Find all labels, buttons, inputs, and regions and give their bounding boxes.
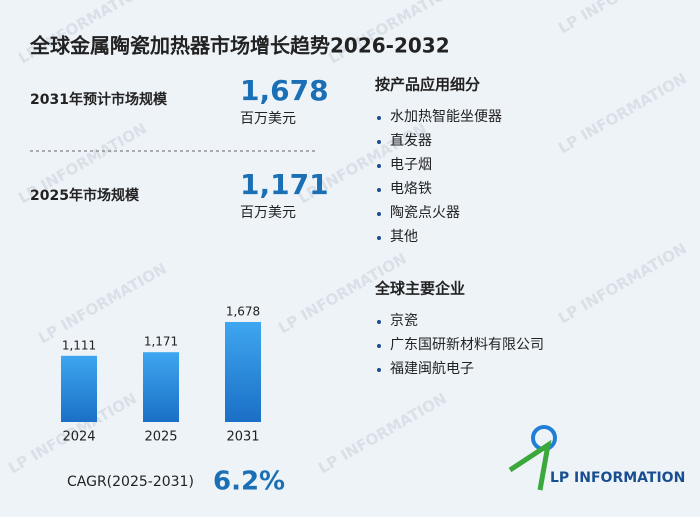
bullet xyxy=(377,344,381,348)
bar xyxy=(61,355,97,422)
logo-text: LP INFORMATION xyxy=(550,470,685,486)
value-label: 1,111 xyxy=(62,338,96,352)
list-heading: 全球主要企业 xyxy=(374,280,465,298)
list-item: 电烙铁 xyxy=(390,181,432,197)
list-item: 广东国研新材料有限公司 xyxy=(390,337,544,353)
bullet xyxy=(377,212,381,216)
cagr-label: CAGR(2025-2031) xyxy=(67,474,194,490)
logo-icon xyxy=(508,425,557,491)
x-tick-label: 2025 xyxy=(144,430,177,445)
list-item: 福建闽航电子 xyxy=(390,361,474,377)
stat-unit: 百万美元 xyxy=(240,111,296,127)
x-tick-label: 2031 xyxy=(226,430,259,445)
value-label: 1,678 xyxy=(226,304,260,318)
stat-label: 2031年预计市场规模 xyxy=(30,91,168,108)
x-tick-label: 2024 xyxy=(62,430,95,445)
cagr-value: 6.2% xyxy=(213,467,285,497)
list-item: 其他 xyxy=(390,229,418,245)
bullet xyxy=(377,320,381,324)
stat-unit: 百万美元 xyxy=(240,205,296,221)
bullet xyxy=(377,188,381,192)
bar xyxy=(143,352,179,422)
bullet xyxy=(377,140,381,144)
stat-label: 2025年市场规模 xyxy=(30,187,140,204)
list-item: 直发器 xyxy=(390,132,432,149)
list-heading: 按产品应用细分 xyxy=(375,76,480,94)
bullet xyxy=(377,368,381,372)
bullet xyxy=(377,116,381,120)
stat-value: 1,171 xyxy=(240,168,329,201)
bar xyxy=(225,321,261,422)
list-item: 京瓷 xyxy=(390,313,418,329)
list-item: 水加热智能坐便器 xyxy=(390,109,502,125)
bullet xyxy=(377,236,381,240)
bullet xyxy=(377,164,381,168)
list-item: 电子烟 xyxy=(390,157,432,173)
list-item: 陶瓷点火器 xyxy=(390,205,460,221)
title: 全球金属陶瓷加热器市场增长趋势2026-2032 xyxy=(29,34,450,58)
value-label: 1,171 xyxy=(144,335,178,349)
stat-value: 1,678 xyxy=(240,74,329,107)
